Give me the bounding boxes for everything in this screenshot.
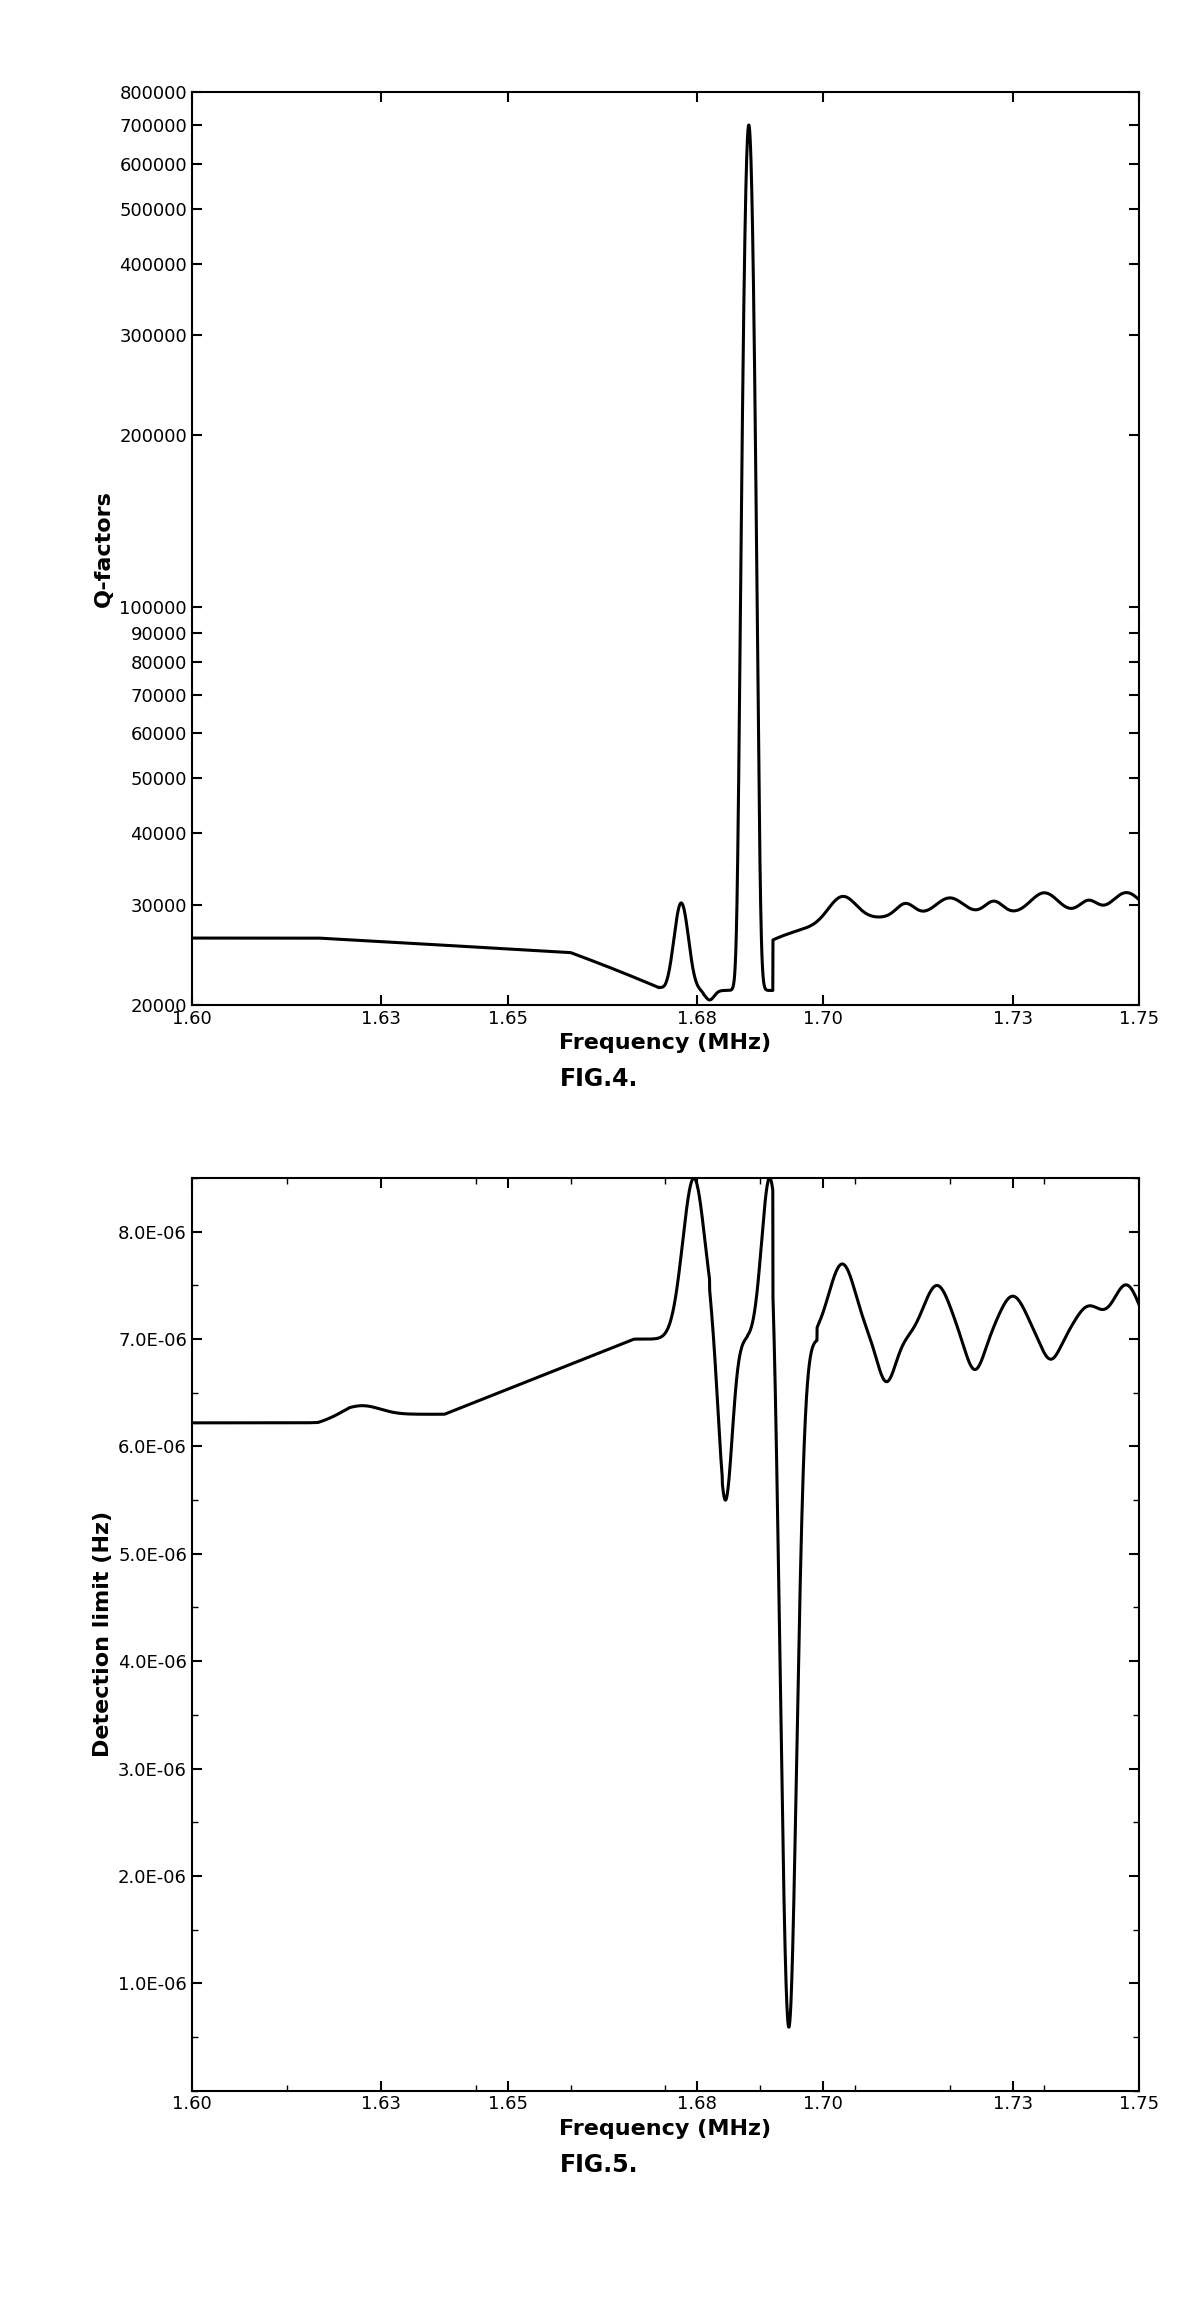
X-axis label: Frequency (MHz): Frequency (MHz)	[560, 2118, 771, 2139]
Y-axis label: Detection limit (Hz): Detection limit (Hz)	[92, 1511, 113, 1758]
Y-axis label: Q-factors: Q-factors	[94, 490, 114, 608]
Text: FIG.5.: FIG.5.	[560, 2153, 639, 2176]
X-axis label: Frequency (MHz): Frequency (MHz)	[560, 1033, 771, 1053]
Text: FIG.4.: FIG.4.	[560, 1067, 639, 1090]
